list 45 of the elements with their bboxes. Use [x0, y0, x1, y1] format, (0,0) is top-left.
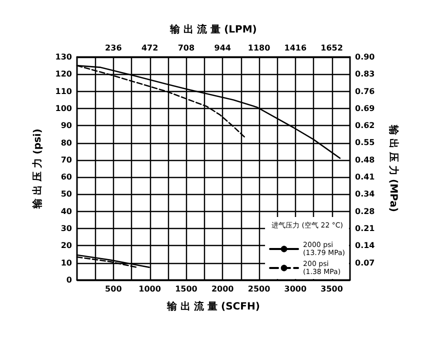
y-tick-label: 50	[60, 190, 72, 199]
y2-tick-label: 0.69	[355, 104, 376, 114]
y-tick-label: 100	[55, 104, 72, 113]
y2-tick-label: 0.48	[355, 155, 376, 164]
y-tick-label: 90	[60, 121, 72, 130]
y-tick-label: 0	[66, 276, 72, 284]
x-tick-label: 2000	[211, 284, 234, 294]
y2-axis-title: 输 出 压 力 (MPa)	[388, 124, 400, 212]
x2-tick-label: 236	[105, 44, 122, 52]
y-tick-label: 120	[55, 70, 72, 79]
y2-tick-label: 0.34	[355, 190, 376, 199]
y2-tick-label: 0.90	[355, 52, 376, 62]
y2-tick-label: 0.41	[355, 172, 376, 182]
x2-tick-label: 1416	[284, 44, 307, 52]
x-tick-label: 3500	[320, 284, 344, 294]
y2-tick-label: 0.76	[355, 86, 376, 96]
y2-tick-label: 0.28	[355, 206, 376, 216]
x-tick-label: 2500	[248, 284, 271, 294]
y2-tick-label: 0.83	[355, 70, 375, 79]
y2-tick-label: 0.21	[355, 224, 376, 233]
x2-tick-label: 1652	[320, 44, 343, 52]
y-tick-label: 80	[60, 138, 72, 148]
x-axis-title: 输 出 流 量 (SCFH)	[166, 300, 260, 312]
x-tick-label: 3000	[284, 284, 307, 294]
y-tick-label: 30	[60, 224, 72, 234]
y-tick-label: 70	[60, 155, 72, 164]
y-tick-label: 110	[55, 86, 72, 96]
x2-tick-label: 708	[178, 44, 195, 52]
x2-tick-label: 472	[141, 44, 158, 52]
x-tick-label: 1000	[138, 284, 162, 294]
y-tick-label: 10	[60, 258, 72, 268]
y-tick-label: 20	[60, 241, 72, 250]
x2-tick-label: 944	[214, 44, 232, 52]
y-axis-title: 输 出 压 力 (psi)	[32, 128, 44, 210]
x2-tick-label: 1180	[248, 44, 271, 52]
x-tick-label: 1500	[175, 284, 198, 294]
y-tick-label: 60	[60, 172, 72, 182]
x2-axis-title: 输 出 流 量 (LPM)	[169, 24, 257, 36]
x-tick-label: 500	[105, 284, 122, 294]
y2-tick-label: 0.14	[355, 241, 376, 250]
y2-tick-label: 0.62	[355, 120, 375, 130]
y-tick-label: 40	[60, 206, 72, 216]
y2-tick-label: 0.07	[355, 258, 375, 268]
y-tick-label: 130	[55, 52, 72, 62]
y2-tick-label: 0.55	[355, 138, 376, 148]
